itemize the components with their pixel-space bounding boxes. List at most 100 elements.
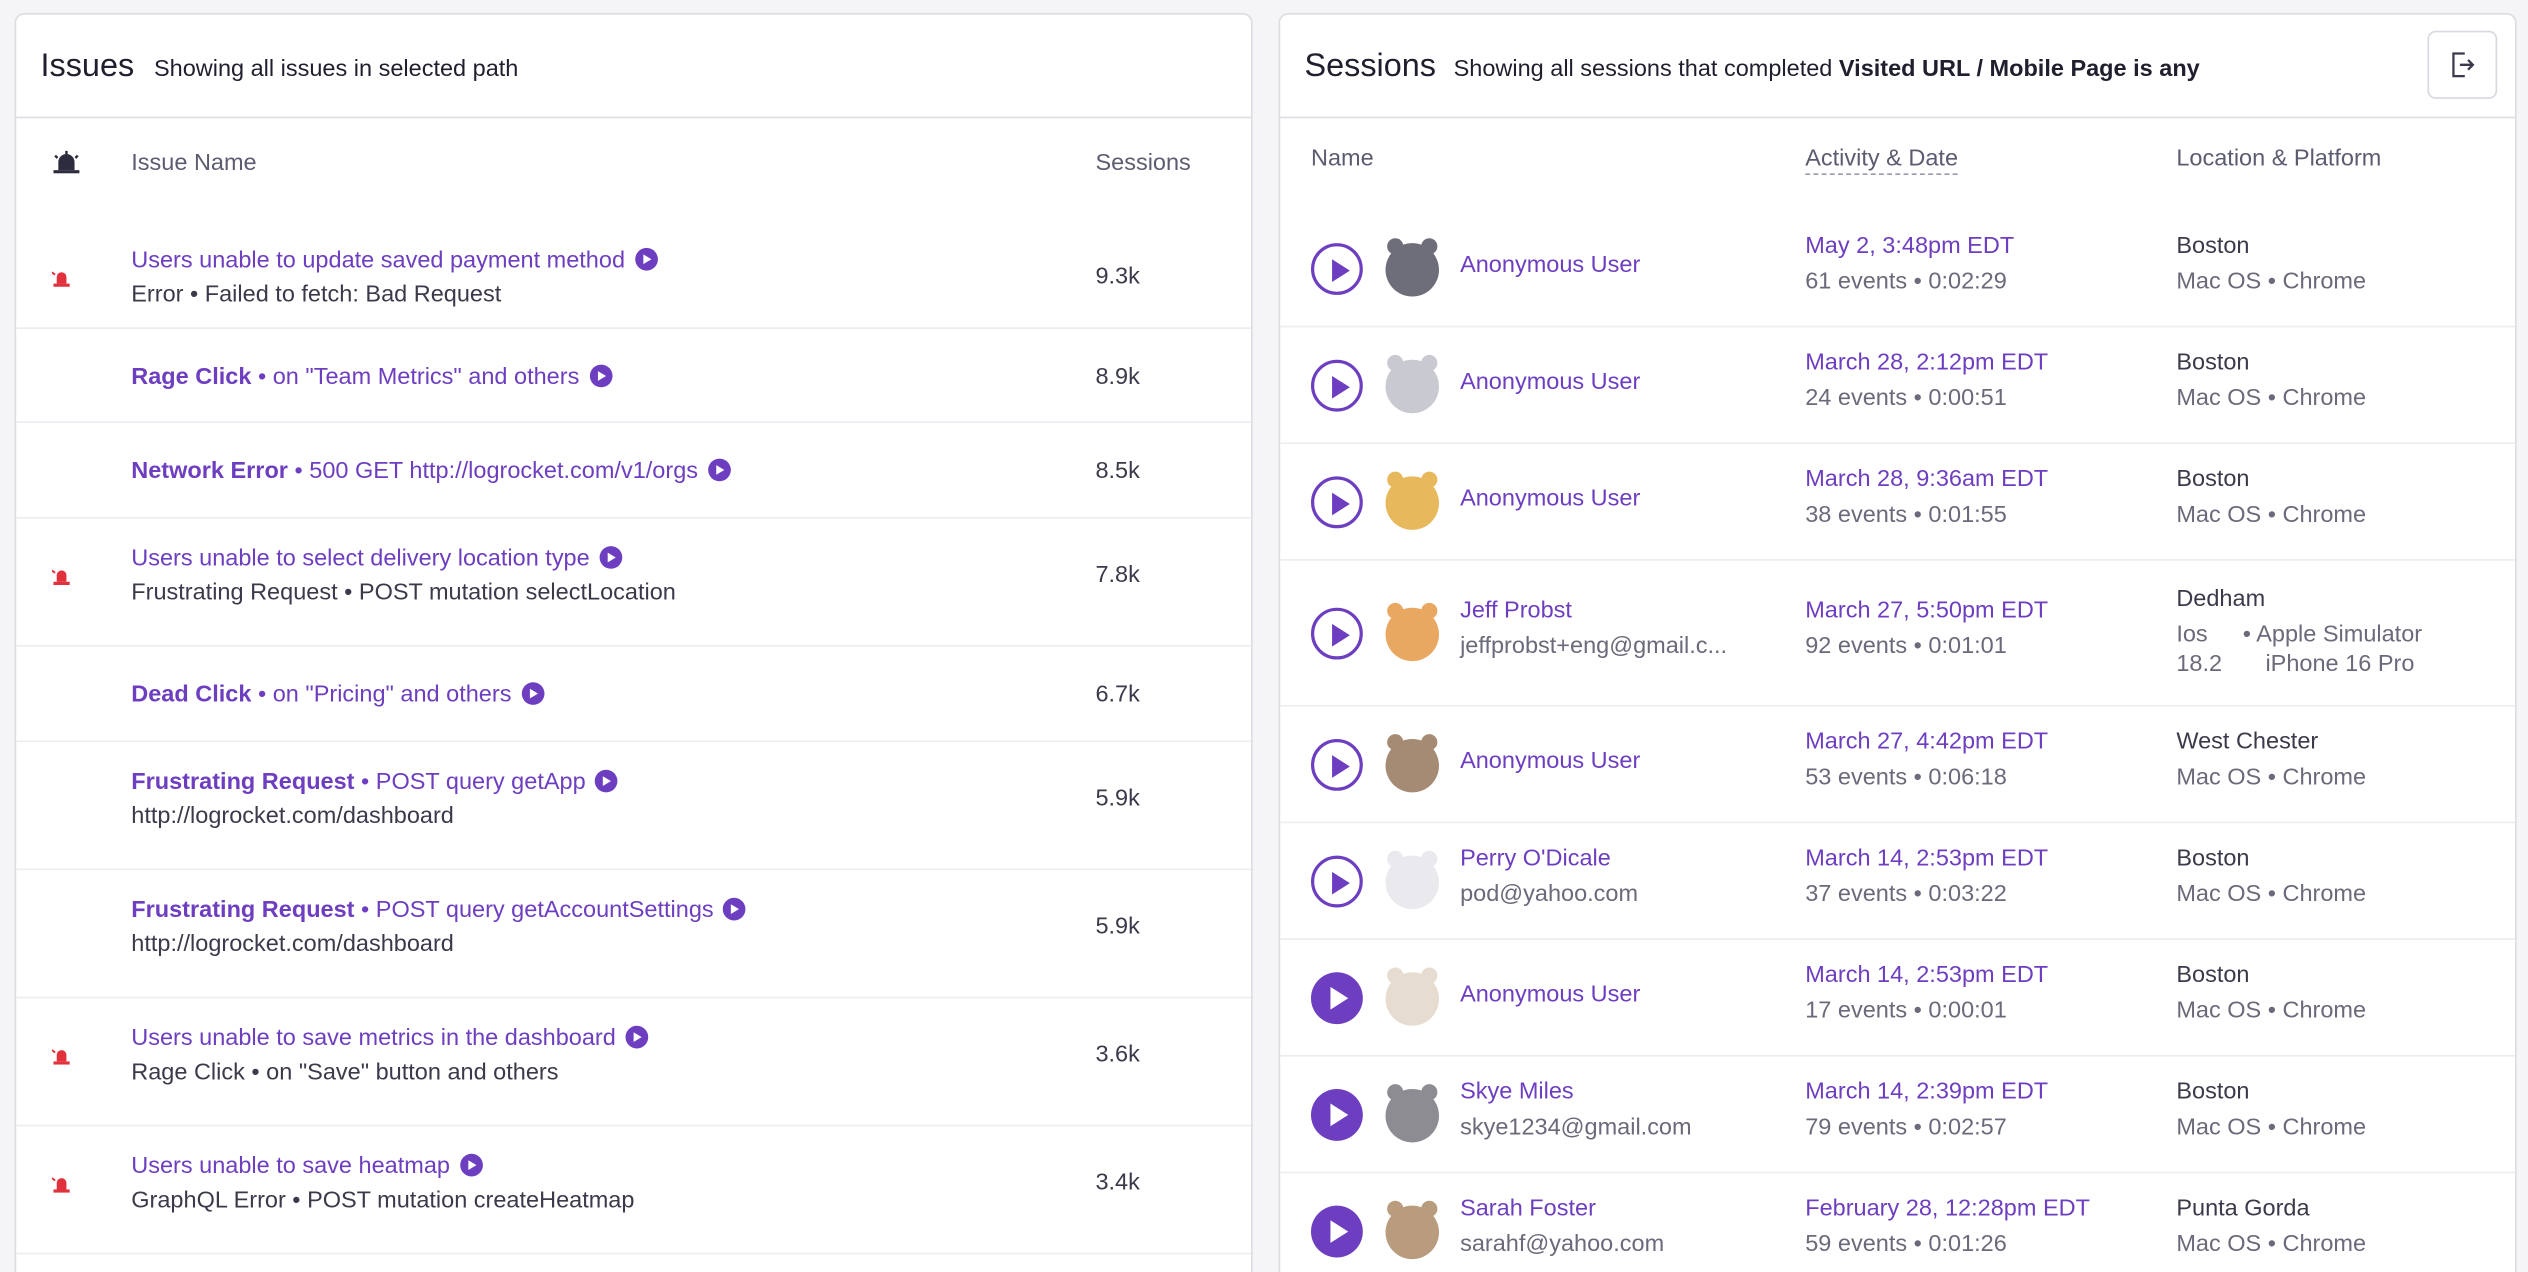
issue-description: http://logrocket.com/dashboard: [131, 803, 454, 830]
user-avatar: [1385, 354, 1440, 414]
issue-row[interactable]: Frustrating Request • POST query getApp h…: [16, 742, 1252, 871]
session-location: Boston: [2176, 233, 2250, 260]
session-row[interactable]: Anonymous User March 28, 9:36am EDT 38 eve…: [1280, 444, 2516, 561]
session-events: 59 events • 0:01:26: [1805, 1231, 2007, 1258]
session-user-name[interactable]: Sarah Foster: [1460, 1195, 1596, 1222]
session-row[interactable]: Anonymous User March 27, 4:42pm EDT 53 eve…: [1280, 707, 2516, 824]
user-avatar: [1385, 734, 1440, 793]
issue-title[interactable]: Frustrating Request • POST query getAcco…: [131, 897, 747, 924]
issue-session-count: 3.6k: [1095, 1041, 1140, 1068]
session-location: West Chester: [2176, 729, 2319, 756]
session-date[interactable]: February 28, 12:28pm EDT: [1805, 1195, 2090, 1222]
play-icon[interactable]: [599, 546, 623, 569]
sessions-subtitle: Showing all sessions that completed Visi…: [1454, 57, 2200, 83]
siren-icon: [52, 150, 81, 182]
session-device-model: iPhone 16 Pro: [2265, 651, 2415, 678]
session-row[interactable]: Jeff Probst jeffprobst+eng@gmail.c... Marc…: [1280, 561, 2516, 707]
session-row[interactable]: Perry O'Dicale pod@yahoo.com March 14, 2:5…: [1280, 823, 2516, 940]
user-avatar: [1385, 238, 1440, 297]
session-date[interactable]: March 28, 2:12pm EDT: [1805, 350, 2049, 376]
session-date[interactable]: March 27, 5:50pm EDT: [1805, 597, 2049, 624]
issue-label: Users unable to select delivery location…: [131, 546, 590, 573]
play-icon[interactable]: [521, 682, 544, 705]
session-date[interactable]: March 14, 2:39pm EDT: [1805, 1079, 2049, 1106]
session-platform: Mac OS • Chrome: [2176, 764, 2367, 791]
session-row[interactable]: Anonymous User May 2, 3:48pm EDT 61 events…: [1280, 211, 2516, 328]
play-session-button[interactable]: [1310, 1205, 1363, 1258]
session-user-name[interactable]: Anonymous User: [1460, 982, 1641, 1008]
user-avatar: [1385, 967, 1440, 1026]
activity-date-column-header[interactable]: Activity & Date: [1805, 146, 1959, 176]
issue-row[interactable]: Network Error • 500 GET http://logrocket…: [16, 423, 1252, 519]
session-user-name[interactable]: Perry O'Dicale: [1460, 845, 1611, 872]
issue-session-count: 8.5k: [1095, 458, 1140, 485]
play-icon[interactable]: [595, 769, 619, 793]
session-row[interactable]: Anonymous User March 28, 2:12pm EDT 24 eve…: [1280, 327, 2516, 445]
session-events: 17 events • 0:00:01: [1805, 998, 2007, 1025]
play-icon[interactable]: [723, 897, 747, 921]
session-location: Boston: [2176, 845, 2250, 872]
session-date[interactable]: March 28, 9:36am EDT: [1805, 466, 2049, 493]
export-button[interactable]: [2427, 30, 2498, 99]
session-user-name[interactable]: Anonymous User: [1460, 369, 1641, 396]
user-avatar: [1385, 1200, 1440, 1260]
issue-title[interactable]: Users unable to save metrics in the dash…: [131, 1025, 649, 1052]
session-user-name[interactable]: Anonymous User: [1460, 252, 1641, 279]
play-session-button[interactable]: [1310, 476, 1363, 529]
issue-description: Frustrating Request • POST mutation sele…: [131, 580, 676, 607]
issue-row[interactable]: Users unable to save heatmap GraphQL Erro…: [16, 1126, 1252, 1255]
play-icon[interactable]: [589, 364, 612, 388]
session-row[interactable]: Skye Miles skye1234@gmail.com March 14, 2:…: [1280, 1057, 2516, 1174]
issue-description: Error • Failed to fetch: Bad Request: [131, 281, 502, 308]
session-platform: Mac OS • Chrome: [2176, 881, 2367, 908]
session-user-name[interactable]: Jeff Probst: [1460, 597, 1572, 624]
issue-title[interactable]: Frustrating Request • POST query getApp: [131, 769, 619, 796]
issue-name-column-header[interactable]: Issue Name: [131, 150, 257, 177]
issue-label: • POST query getAccountSettings: [354, 897, 714, 924]
issue-session-count: 8.9k: [1095, 364, 1140, 391]
session-platform: Mac OS • Chrome: [2176, 1231, 2367, 1258]
session-user-name[interactable]: Anonymous User: [1460, 486, 1641, 513]
issue-title[interactable]: Network Error • 500 GET http://logrocket…: [131, 458, 731, 485]
session-events: 61 events • 0:02:29: [1805, 269, 2007, 295]
session-row[interactable]: Sarah Foster sarahf@yahoo.com February 28,…: [1280, 1173, 2515, 1272]
play-icon[interactable]: [459, 1153, 483, 1177]
issues-panel: Issues Showing all issues in selected pa…: [14, 12, 1253, 1272]
issue-row[interactable]: Users unable to select delivery location…: [16, 519, 1252, 647]
sessions-column-header[interactable]: Sessions: [1095, 150, 1191, 177]
session-row[interactable]: Anonymous User March 14, 2:53pm EDT 17 eve…: [1280, 940, 2516, 1057]
play-session-button[interactable]: [1310, 243, 1363, 295]
issue-type: Network Error: [131, 458, 288, 485]
alert-siren-icon: [51, 1044, 71, 1065]
session-date[interactable]: March 27, 4:42pm EDT: [1805, 729, 2049, 756]
play-session-button[interactable]: [1310, 972, 1363, 1025]
session-date[interactable]: May 2, 3:48pm EDT: [1805, 233, 2015, 260]
session-user-name[interactable]: Skye Miles: [1460, 1079, 1574, 1106]
issue-title[interactable]: Users unable to select delivery location…: [131, 546, 623, 573]
play-session-button[interactable]: [1310, 855, 1363, 908]
issue-row[interactable]: Frustrating Request • POST query getAcco…: [16, 870, 1252, 999]
location-platform-column-header[interactable]: Location & Platform: [2176, 145, 2382, 172]
issue-row[interactable]: Rage Click • on "Team Metrics" and other…: [16, 329, 1252, 423]
session-user-name[interactable]: Anonymous User: [1460, 748, 1641, 775]
play-session-button[interactable]: [1310, 738, 1363, 791]
sessions-panel: Sessions Showing all sessions that compl…: [1278, 12, 2517, 1272]
issue-title[interactable]: Users unable to update saved payment met…: [131, 247, 658, 274]
play-session-button[interactable]: [1310, 359, 1363, 412]
issue-row[interactable]: Dead Click • on "Pricing" and others 6.7k: [16, 647, 1252, 743]
issue-title[interactable]: Rage Click • on "Team Metrics" and other…: [131, 364, 612, 391]
issue-row[interactable]: Users unable to update saved payment met…: [16, 220, 1252, 329]
session-date[interactable]: March 14, 2:53pm EDT: [1805, 845, 2049, 872]
play-icon[interactable]: [634, 247, 658, 271]
play-session-button[interactable]: [1310, 607, 1363, 660]
play-session-button[interactable]: [1310, 1088, 1363, 1141]
issue-row[interactable]: Users unable to save metrics in the dash…: [16, 998, 1252, 1127]
play-icon[interactable]: [707, 458, 731, 482]
issue-title[interactable]: Users unable to save heatmap: [131, 1153, 483, 1180]
play-icon[interactable]: [625, 1025, 649, 1049]
name-column-header[interactable]: Name: [1310, 145, 1374, 172]
session-date[interactable]: March 14, 2:53pm EDT: [1805, 962, 2049, 989]
session-events: 92 events • 0:01:01: [1805, 633, 2007, 660]
issue-title[interactable]: Dead Click • on "Pricing" and others: [131, 682, 544, 708]
user-avatar: [1385, 1084, 1440, 1143]
